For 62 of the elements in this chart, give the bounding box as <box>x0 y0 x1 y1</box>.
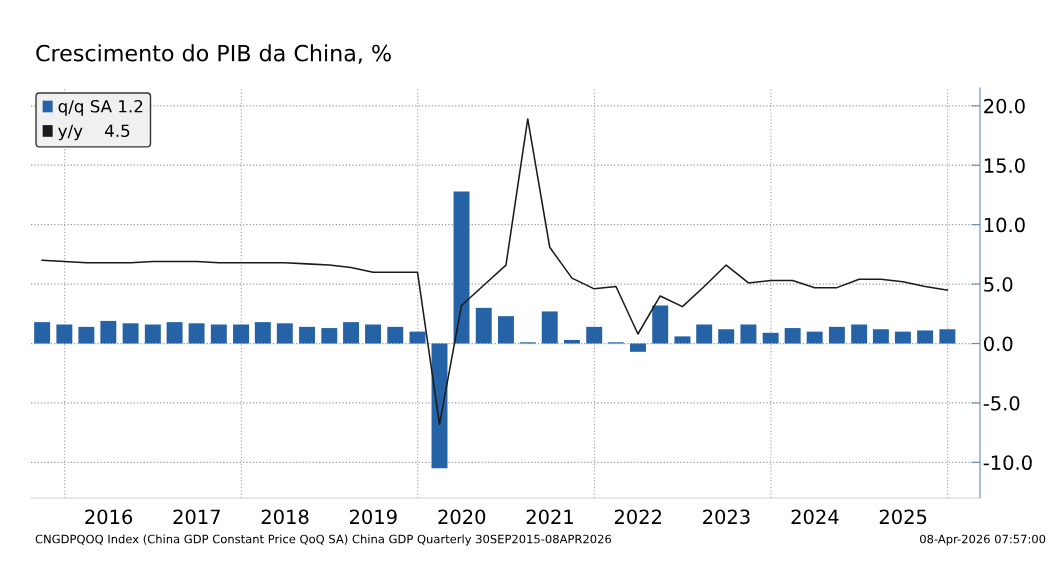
bar <box>784 328 801 344</box>
bar <box>254 322 271 344</box>
bar <box>34 322 51 344</box>
x-tick-label: 2017 <box>173 509 220 525</box>
bar <box>740 324 757 344</box>
x-tick-label: 2025 <box>879 509 927 525</box>
bar <box>453 191 470 344</box>
bar <box>299 326 316 344</box>
y-tick-label: -10.0 <box>983 455 1032 471</box>
bar <box>894 331 911 344</box>
bar <box>144 324 161 344</box>
y-tick-label: -5.0 <box>983 395 1020 411</box>
bar <box>851 324 868 344</box>
bar <box>365 324 382 344</box>
y-tick-label: 0.0 <box>984 336 1013 352</box>
y-tick-label: 5.0 <box>984 277 1013 292</box>
bar <box>498 316 514 344</box>
bar <box>188 323 205 344</box>
x-tick-label: 2016 <box>85 509 133 525</box>
bar <box>56 324 73 344</box>
bar <box>806 331 823 344</box>
bar <box>629 343 646 352</box>
bar <box>387 326 404 344</box>
bar <box>210 324 227 344</box>
bar <box>276 323 293 344</box>
bar <box>475 307 492 344</box>
bar <box>409 331 426 344</box>
text: CNGDPQOQ Index (China GDP Constant Price QoQ SA) China GDP Quarterly 30SEP2015-08APR2026 <box>35 534 612 546</box>
x-tick-label: 2024 <box>791 509 839 525</box>
bar <box>872 329 889 344</box>
bar <box>541 311 558 344</box>
bar <box>100 320 117 344</box>
bar <box>233 324 250 344</box>
bar <box>652 305 669 344</box>
line-series <box>41 118 949 426</box>
bar <box>718 329 735 344</box>
bar <box>828 326 845 344</box>
bar <box>321 328 338 344</box>
chart-title: Crescimento do PIB da China, % <box>36 44 391 64</box>
x-tick-label: 2020 <box>438 509 486 525</box>
bar <box>166 322 183 344</box>
legend-label: q/q SA 1.2 <box>58 99 143 116</box>
x-tick-label: 2018 <box>261 509 309 525</box>
bar <box>564 339 580 344</box>
y-tick-label: 10.0 <box>984 217 1025 233</box>
bar <box>939 329 956 344</box>
x-tick-label: 2023 <box>703 509 750 525</box>
bar <box>696 324 713 344</box>
bar <box>343 322 360 344</box>
x-tick-label: 2022 <box>614 509 661 525</box>
bar <box>586 326 603 344</box>
bar <box>762 332 779 344</box>
x-tick-label: 2021 <box>526 509 573 525</box>
bar <box>674 336 691 344</box>
y-tick-label: 15.0 <box>984 158 1025 173</box>
x-tick-label: 2019 <box>349 509 397 525</box>
bar <box>78 326 95 344</box>
text: 08-Apr-2026 07:57:00 <box>920 534 1046 546</box>
y-tick-label: 20.0 <box>984 98 1025 114</box>
bar <box>917 330 934 344</box>
bar <box>122 323 139 344</box>
legend-label: y/y 4.5 <box>58 124 130 141</box>
